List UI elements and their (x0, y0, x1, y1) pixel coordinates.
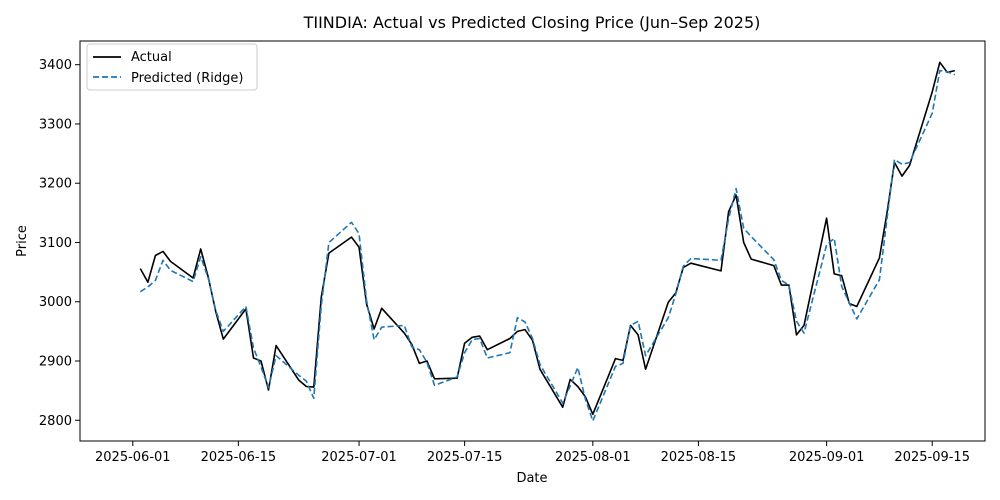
y-tick-label: 2900 (39, 355, 72, 370)
y-tick-label: 3400 (39, 58, 72, 73)
plot-frame (79, 40, 986, 442)
x-axis: 2025-06-01 2025-06-15 2025-07-01 2025-07-15… (95, 441, 970, 465)
x-tick-label: 2025-08-15 (661, 450, 737, 465)
y-axis-label: Price (15, 225, 30, 257)
x-axis-label: Date (516, 471, 547, 486)
y-tick-label: 3100 (39, 236, 72, 251)
series-line-predicted (139, 69, 956, 422)
x-tick-label: 2025-08-01 (555, 450, 631, 465)
legend-label-predicted: Predicted (Ridge) (131, 71, 243, 86)
legend-box (86, 43, 258, 91)
x-tick-label: 2025-09-01 (789, 450, 865, 465)
plot-lines (139, 61, 956, 422)
x-tick-label: 2025-07-15 (427, 450, 503, 465)
x-tick-label: 2025-07-01 (321, 450, 397, 465)
y-tick-label: 3000 (39, 295, 72, 310)
legend: Actual Predicted (Ridge) (86, 43, 258, 91)
x-tick-label: 2025-06-01 (95, 450, 171, 465)
y-axis: 2800 2900 3000 3100 3200 3300 3400 (39, 58, 80, 429)
chart-title: TIINDIA: Actual vs Predicted Closing Pri… (303, 13, 761, 32)
x-tick-label: 2025-09-15 (894, 450, 970, 465)
x-tick-label: 2025-06-15 (201, 450, 277, 465)
y-tick-label: 2800 (39, 414, 72, 429)
y-tick-label: 3200 (39, 177, 72, 192)
y-tick-label: 3300 (39, 117, 72, 132)
legend-label-actual: Actual (131, 50, 172, 65)
